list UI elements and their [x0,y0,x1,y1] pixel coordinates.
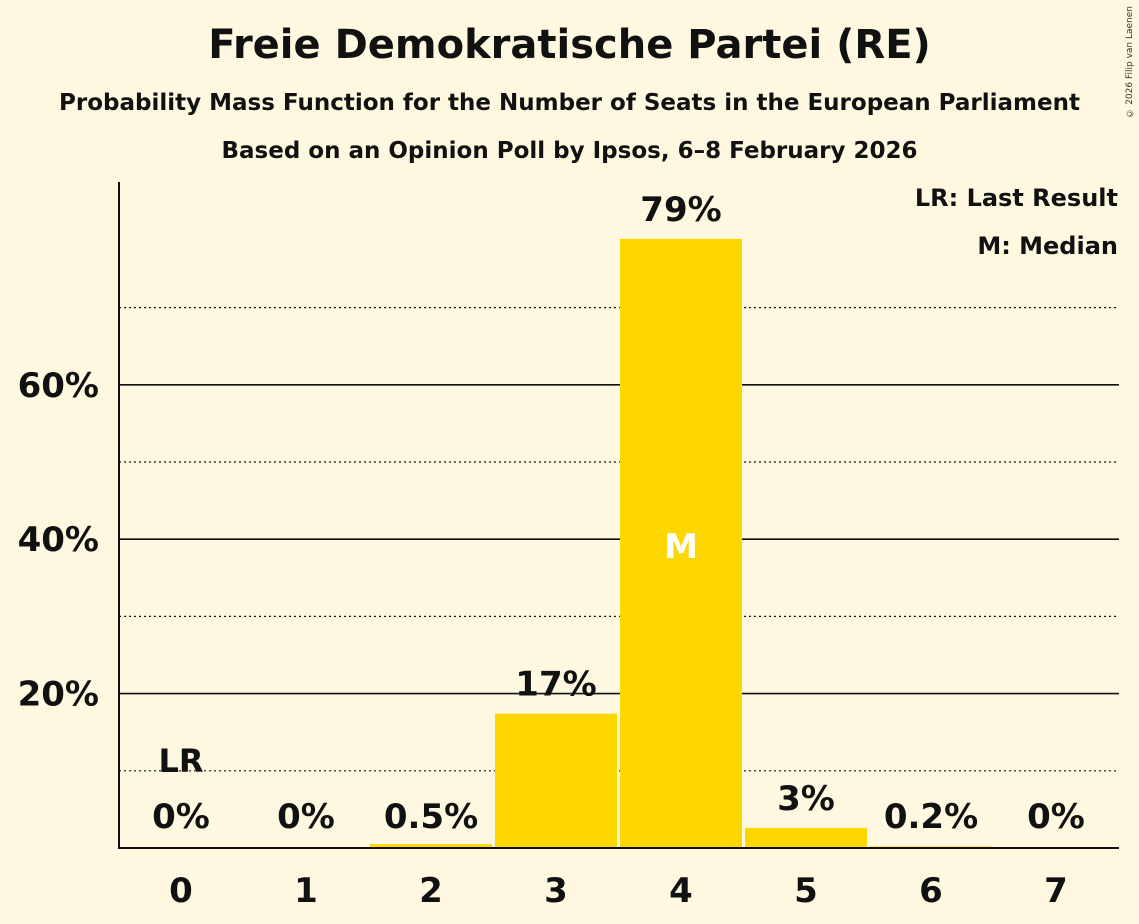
x-tick-label: 4 [669,871,693,911]
bar [370,844,492,848]
bar-value-label: 0.5% [384,797,478,837]
bar-value-label: 3% [777,779,835,819]
bar [620,238,742,849]
last-result-marker: LR [158,742,203,780]
bar-value-label: 0% [152,797,210,837]
y-tick-label: 60% [18,366,99,406]
bar-value-label: 17% [515,665,596,705]
chart-source-note: Based on an Opinion Poll by Ipsos, 6–8 F… [221,138,918,164]
y-tick-label: 20% [18,675,99,715]
bar-value-label: 79% [640,190,721,230]
chart-subtitle: Probability Mass Function for the Number… [59,90,1080,116]
x-tick-label: 0 [169,871,193,911]
x-tick-label: 2 [419,871,443,911]
x-tick-label: 7 [1044,871,1068,911]
x-tick-label: 3 [544,871,568,911]
legend-last-result: LR: Last Result [914,184,1118,212]
chart-title: Freie Demokratische Partei (RE) [208,22,931,68]
y-tick-label: 40% [18,520,99,560]
bar-value-label: 0% [1027,797,1085,837]
legend-median: M: Median [977,232,1118,260]
bar [495,713,617,848]
median-marker: M [664,527,698,567]
bar-value-label: 0% [277,797,335,837]
x-tick-label: 1 [294,871,318,911]
bar-value-label: 0.2% [884,797,978,837]
x-tick-label: 5 [794,871,818,911]
bar [745,827,867,848]
x-tick-label: 6 [919,871,943,911]
